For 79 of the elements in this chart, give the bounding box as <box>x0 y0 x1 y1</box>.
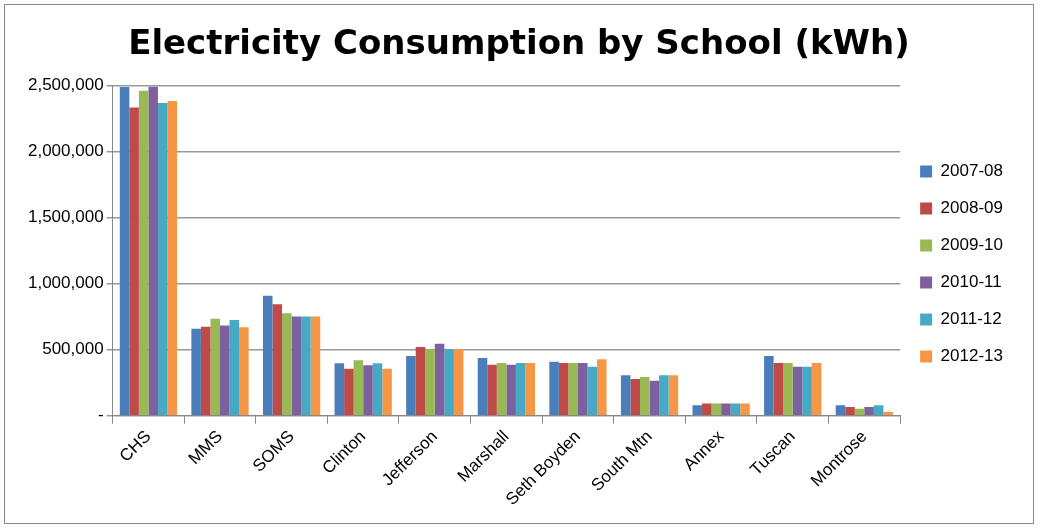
bar <box>577 362 588 415</box>
bar <box>129 107 139 415</box>
bar <box>783 362 793 415</box>
bar <box>659 375 669 415</box>
bar <box>167 101 178 415</box>
y-tick-label: 2,000,000 <box>27 141 104 161</box>
bar <box>334 363 345 415</box>
bar <box>406 356 416 415</box>
bar <box>157 102 168 415</box>
bar <box>220 325 230 415</box>
bar <box>344 368 354 415</box>
bar <box>496 362 507 415</box>
bar <box>702 403 712 415</box>
bar <box>587 366 598 415</box>
bar <box>630 378 640 415</box>
chart-title: Electricity Consumption by School (kWh) <box>128 22 910 63</box>
y-tick-label: - <box>97 405 104 425</box>
bar <box>873 405 884 415</box>
bar <box>721 403 731 415</box>
bar <box>568 362 578 415</box>
bar <box>558 362 569 415</box>
bar <box>597 359 607 415</box>
bar <box>854 408 865 415</box>
bar <box>148 86 158 415</box>
bar <box>792 366 803 415</box>
bar <box>549 361 559 415</box>
bar <box>835 405 846 415</box>
bar <box>444 349 454 415</box>
bar <box>434 343 445 415</box>
bar <box>282 313 292 415</box>
legend-label: 2012-13 <box>940 346 1003 366</box>
y-tick-label: 500,000 <box>42 339 104 359</box>
bar <box>525 362 536 415</box>
bar <box>425 349 435 415</box>
bar <box>692 405 703 415</box>
bar <box>668 375 679 415</box>
bar <box>649 380 660 415</box>
bar <box>353 360 364 415</box>
bar <box>229 320 240 415</box>
bar <box>262 295 273 415</box>
bar <box>119 87 130 415</box>
bar <box>291 316 302 415</box>
bar <box>382 368 392 415</box>
bar <box>864 407 874 415</box>
bar <box>477 357 488 415</box>
bar <box>372 363 383 415</box>
bar <box>487 364 497 415</box>
bar <box>310 316 321 415</box>
bar <box>620 375 631 415</box>
bar <box>773 362 784 415</box>
bar <box>239 327 249 415</box>
bar <box>883 412 893 415</box>
legend-label: 2008-09 <box>940 198 1003 218</box>
legend-label: 2007-08 <box>940 161 1003 181</box>
bar <box>453 349 464 415</box>
bar <box>730 403 741 415</box>
y-tick-label: 2,500,000 <box>27 75 104 95</box>
y-tick-label: 1,000,000 <box>27 273 104 293</box>
legend-label: 2010-11 <box>940 272 1002 292</box>
bar <box>200 326 211 415</box>
bar <box>802 366 812 415</box>
bar <box>515 362 526 415</box>
bar <box>711 403 722 415</box>
bar <box>506 364 516 415</box>
bar <box>363 365 373 415</box>
bar <box>191 328 201 415</box>
bar <box>415 346 426 415</box>
bar <box>138 90 149 415</box>
bar <box>811 362 822 415</box>
legend-label: 2009-10 <box>940 235 1003 255</box>
bar <box>764 356 774 415</box>
bar <box>740 403 750 415</box>
legend-label: 2011-12 <box>940 309 1002 329</box>
bar <box>272 304 283 415</box>
bar <box>845 407 855 415</box>
bar <box>640 377 650 415</box>
bar <box>301 316 311 415</box>
y-tick-label: 1,500,000 <box>27 207 104 227</box>
bar <box>210 318 221 415</box>
